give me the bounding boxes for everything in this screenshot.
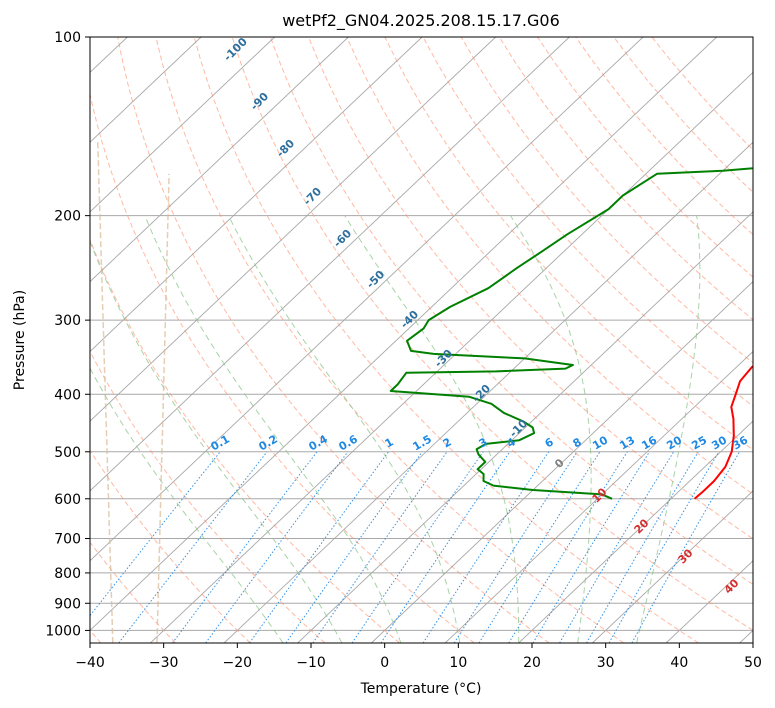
isotherm-line <box>90 37 349 283</box>
isotherm-line <box>90 37 423 353</box>
isotherm-line <box>223 141 753 643</box>
mixing-ratio-line <box>118 451 268 643</box>
temperature-profile-line <box>693 365 753 500</box>
y-tick-label: 700 <box>54 532 81 548</box>
moist-adiabat-line <box>228 215 461 643</box>
mixing-ratio-line <box>205 451 349 643</box>
y-tick-label: 400 <box>54 387 81 403</box>
reference-curve <box>156 173 170 643</box>
y-tick-label: 1000 <box>45 623 81 639</box>
moist-adiabat-line <box>90 239 343 643</box>
dry-adiabat-line <box>231 37 753 631</box>
y-tick-label: 200 <box>54 209 81 225</box>
y-tick-label: 300 <box>54 313 81 329</box>
x-tick-label: −10 <box>296 655 326 671</box>
mixing-ratio-line <box>312 451 448 643</box>
x-tick-label: 30 <box>597 655 615 671</box>
mixing-ratio-line <box>532 451 650 643</box>
isotherm-line <box>444 350 753 643</box>
reference-curve <box>96 141 114 643</box>
isotherm-line <box>90 37 718 632</box>
dry-adiabat-line <box>346 37 753 495</box>
y-tick-label: 800 <box>54 566 81 582</box>
isotherm-line <box>90 37 570 492</box>
moist-adiabat-line <box>510 215 592 643</box>
isotherm-line <box>371 281 753 643</box>
dry-adiabat-line <box>269 37 753 585</box>
moist-adiabat-line <box>144 215 402 643</box>
isotherm-line <box>592 490 753 643</box>
x-tick-label: 10 <box>449 655 467 671</box>
mixing-ratio-line <box>172 451 318 643</box>
mixing-ratio-line <box>559 451 675 643</box>
mixing-ratio-line <box>478 451 601 643</box>
mixing-ratio-line <box>453 451 578 643</box>
isotherm-line <box>518 420 753 643</box>
dewpoint-profile-line <box>389 167 753 500</box>
mixing-ratio-line <box>508 451 628 643</box>
dry-adiabat-line <box>90 92 475 643</box>
dry-adiabat-line <box>117 37 550 643</box>
chart-title: wetPf2_GN04.2025.208.15.17.G06 <box>282 11 560 31</box>
x-tick-label: 40 <box>670 655 688 671</box>
isotherm-line <box>90 37 202 143</box>
isotherm-line <box>90 37 497 422</box>
dry-adiabat-line <box>90 449 251 643</box>
axes: −40 −30 −20 −10 0 10 20 30 40 50 100 200 300 400 500 60… <box>45 30 762 671</box>
x-axis-label: Temperature (°C) <box>360 681 482 697</box>
dry-adiabat-line <box>90 541 176 643</box>
y-tick-label: 100 <box>54 30 81 46</box>
dry-adiabat-line <box>155 37 624 643</box>
mixing-ratio-line <box>422 451 550 643</box>
mixing-ratio-line <box>351 451 484 643</box>
dry-adiabat-line <box>422 37 753 407</box>
x-tick-label: 0 <box>380 655 389 671</box>
dry-adiabat-line <box>90 238 400 643</box>
dry-adiabat-line <box>498 37 753 321</box>
mixing-ratio-line <box>631 451 741 643</box>
x-tick-label: −40 <box>75 655 105 671</box>
x-tick-label: −30 <box>149 655 179 671</box>
isotherm-line <box>90 37 276 213</box>
x-tick-label: 20 <box>523 655 541 671</box>
mixing-ratio-line <box>380 451 511 643</box>
x-tick-label: 50 <box>744 655 762 671</box>
moist-adiabat-line <box>636 215 701 643</box>
y-axis-label: Pressure (hPa) <box>12 290 28 390</box>
y-tick-label: 500 <box>54 445 81 461</box>
moist-adiabat-line <box>90 367 284 643</box>
dry-adiabat-line <box>193 37 699 643</box>
mixing-ratio-line <box>249 451 389 643</box>
y-tick-label: 600 <box>54 492 81 508</box>
plot-clip-group: 0.1 0.2 0.4 0.6 1 1.5 2 3 4 6 8 10 13 16 20 25 30 36-100-… <box>90 37 753 643</box>
x-tick-label: −20 <box>223 655 253 671</box>
mixing-ratio-line <box>285 451 423 643</box>
isotherm-line <box>150 71 753 643</box>
plot-frame <box>89 36 754 644</box>
y-tick-label: 900 <box>54 596 81 612</box>
plot-area: 0.1 0.2 0.4 0.6 1 1.5 2 3 4 6 8 10 13 16 20 25 30 36-100-… <box>90 37 753 643</box>
